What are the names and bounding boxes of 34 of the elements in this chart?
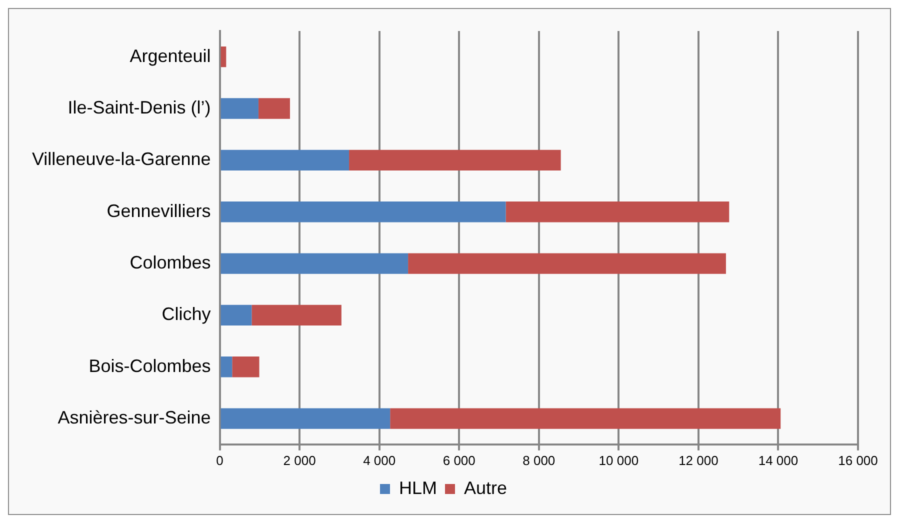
bar — [349, 150, 561, 171]
bar — [220, 202, 506, 222]
y-tick-label: Ile-Saint-Denis (l’) — [68, 97, 211, 118]
y-tick-label: Asnières-sur-Seine — [58, 408, 211, 428]
x-tick-label: 10 000 — [598, 452, 639, 468]
bar — [220, 98, 258, 119]
x-tick-label: 14 000 — [758, 452, 798, 468]
x-tick-label: 6 000 — [442, 452, 476, 468]
x-tick-label: 16 000 — [838, 452, 878, 468]
bar — [220, 150, 350, 171]
bar — [232, 356, 260, 378]
y-tick-label: Colombes — [130, 252, 211, 273]
legend-label: Autre — [464, 478, 508, 498]
y-tick-label: Villeneuve-la-Garenne — [32, 149, 211, 170]
legend-label: HLM — [398, 478, 437, 498]
bar — [258, 98, 290, 119]
x-tick-label: 0 — [216, 452, 224, 468]
bar — [220, 46, 226, 68]
bar — [220, 408, 390, 429]
y-tick-label: Clichy — [162, 304, 211, 324]
bar — [506, 202, 730, 222]
bar — [408, 253, 726, 274]
y-tick-label: Gennevilliers — [106, 200, 211, 221]
bar — [220, 304, 252, 326]
x-tick-label: 12 000 — [678, 452, 718, 468]
bar — [252, 304, 342, 326]
bar — [220, 253, 408, 274]
y-tick-label: Bois-Colombes — [88, 356, 211, 376]
y-tick-label: Argenteuil — [130, 46, 211, 66]
x-tick-label: 2 000 — [283, 452, 316, 468]
x-tick-label: 4 000 — [363, 452, 396, 468]
x-tick-label: 8 000 — [522, 452, 556, 468]
bar — [220, 356, 232, 378]
bar — [390, 408, 781, 429]
